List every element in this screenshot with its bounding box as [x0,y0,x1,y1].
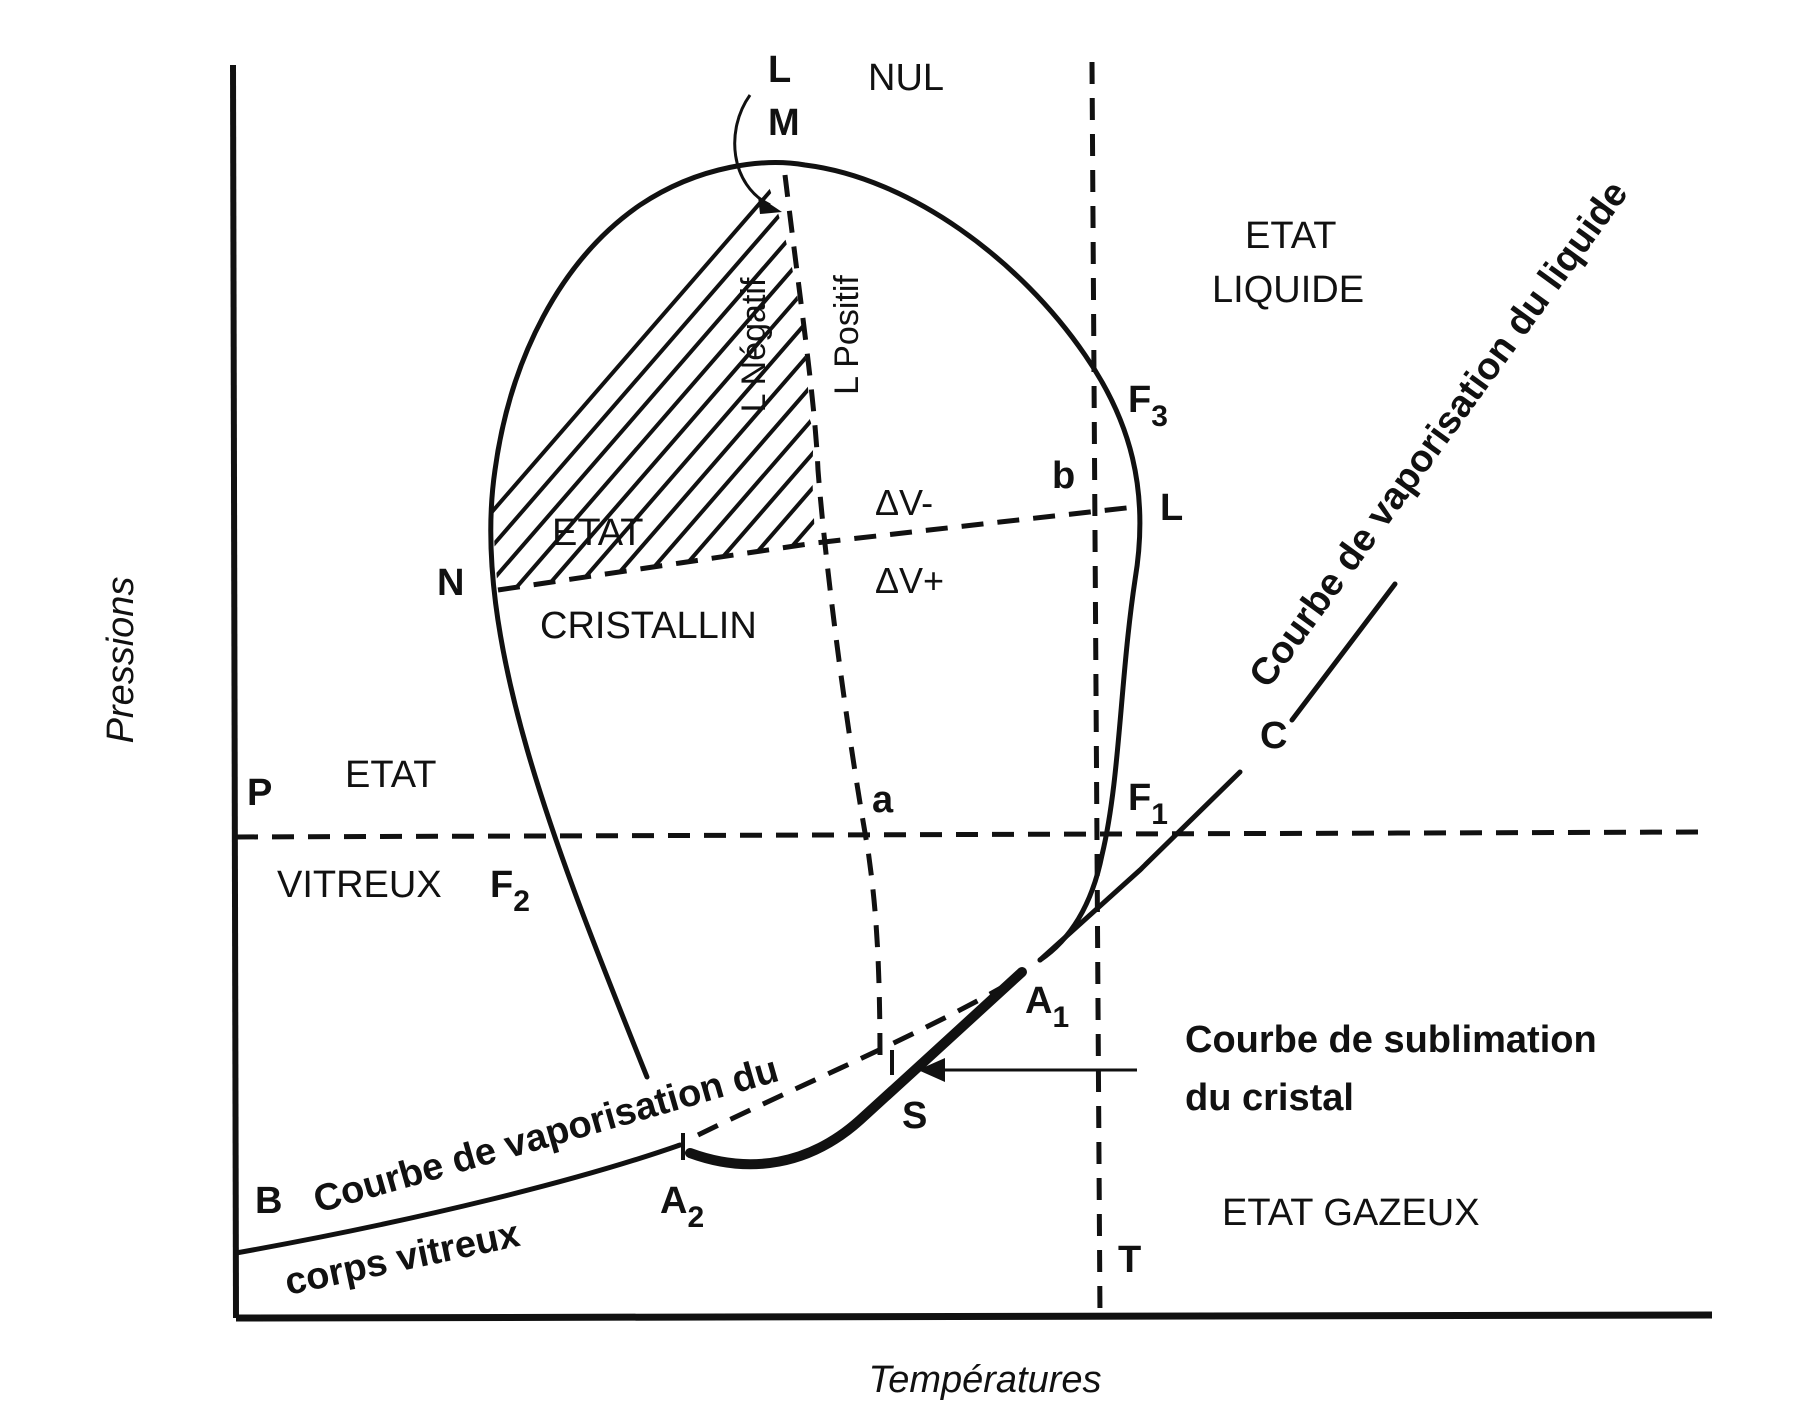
point-T: T [1118,1239,1141,1281]
point-F2-letter: F [490,864,513,906]
glass-vaporization-curve [233,1142,683,1256]
region-glass-line2: VITREUX [277,864,442,906]
y-axis-title: Pressions [100,577,142,744]
x-axis-title: Températures [868,1359,1101,1401]
y-axis [230,64,239,1319]
region-crystal-line1: ETAT [552,512,643,554]
top-arrowhead [758,196,782,214]
glass-vaporization-label-2: corps vitreux [281,1213,523,1304]
point-F3-letter: F [1128,379,1151,421]
point-B: B [255,1180,282,1222]
point-C: C [1260,715,1287,757]
point-S: S [902,1095,927,1137]
sublimation-arrowhead [918,1058,945,1082]
zero-latent-curve [782,174,883,1061]
hatched-region [493,178,815,590]
point-F3: F3 [1128,379,1168,433]
point-a: a [872,779,894,821]
point-A1: A1 [1025,980,1069,1034]
top-curved-arrow [733,94,771,207]
latent-negative-label: L Négatif [735,277,773,412]
delta-v-line [497,504,1136,593]
latent-positive-label: L Positif [828,275,866,395]
point-A2-sub: 2 [687,1201,704,1234]
region-liquid-line2: LIQUIDE [1212,269,1364,311]
point-A1-letter: A [1025,980,1052,1022]
delta-v-negative: ΔV- [875,482,933,523]
region-crystal-line2: CRISTALLIN [540,605,757,647]
vertical-isotherm [1089,61,1103,1319]
glass-vaporization-label-1: Courbe de vaporisation du [309,1049,783,1222]
point-b: b [1052,455,1075,497]
point-F1-letter: F [1128,777,1151,819]
point-L-top: L [768,49,791,91]
phase-boundary-loop [488,160,1143,1080]
region-gas: ETAT GAZEUX [1222,1192,1480,1234]
point-F1: F1 [1128,777,1168,831]
sublimation-label-1: Courbe de sublimation [1185,1019,1597,1061]
delta-v-positive: ΔV+ [875,560,944,601]
sublimation-label-2: du cristal [1185,1077,1354,1119]
region-glass-line1: ETAT [345,754,436,796]
point-A1-sub: 1 [1052,1001,1069,1034]
point-A2-letter: A [660,1180,687,1222]
liquid-vaporization-curve [1037,769,1243,963]
point-A2: A2 [660,1180,704,1234]
region-liquid-line1: ETAT [1245,215,1336,257]
point-M: M [768,102,800,144]
point-F3-sub: 3 [1151,400,1168,433]
point-P: P [247,772,272,814]
point-F2-sub: 2 [513,885,530,918]
region-nul: NUL [868,57,944,99]
point-N: N [437,562,464,604]
point-L-right: L [1160,487,1183,529]
horizontal-isobar [235,829,1703,840]
x-axis [235,1311,1713,1322]
sublimation-curve [685,967,1027,1170]
point-F1-sub: 1 [1151,798,1168,831]
point-F2: F2 [490,864,530,918]
metastable-extension [696,977,1017,1138]
liquid-vaporization-curve-upper [1289,581,1398,723]
